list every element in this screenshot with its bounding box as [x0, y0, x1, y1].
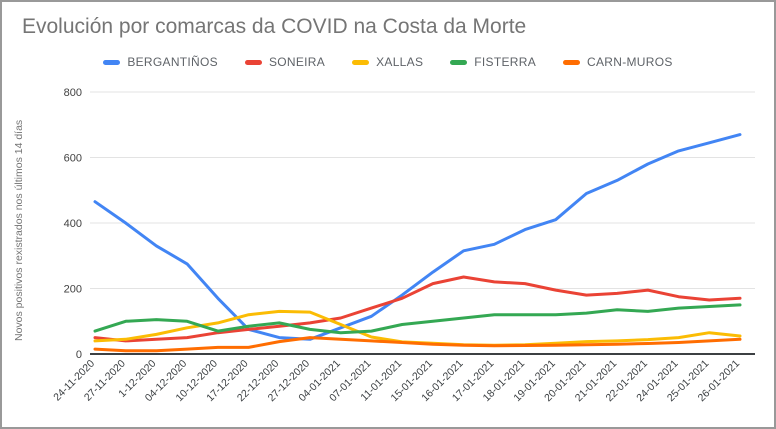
legend-label: XALLAS: [376, 55, 424, 69]
legend-label: BERGANTIÑOS: [127, 55, 218, 69]
legend-swatch-icon: [244, 59, 262, 65]
series-line-fisterra: [93, 303, 742, 335]
y-tick-label: 600: [64, 153, 82, 165]
y-tick-label: 200: [64, 284, 82, 296]
legend-label: CARN-MUROS: [587, 55, 673, 69]
y-tick-label: 0: [76, 349, 82, 361]
legend-item: CARN-MUROS: [563, 55, 673, 69]
series-line-bergantiños: [93, 133, 742, 341]
legend-item: SONEIRA: [244, 55, 326, 69]
series-line-xallas: [93, 309, 742, 347]
legend-item: FISTERRA: [450, 55, 536, 69]
legend-swatch-icon: [352, 59, 370, 65]
series-line-carn-muros: [93, 336, 742, 353]
legend-label: SONEIRA: [268, 55, 326, 69]
legend-swatch-icon: [103, 59, 121, 65]
legend-item: XALLAS: [352, 55, 423, 69]
chart-title: Evolución por comarcas da COVID na Costa…: [22, 15, 527, 38]
legend-swatch-icon: [563, 59, 581, 65]
legend: BERGANTIÑOS SONEIRA XALLAS FISTERRA CARN-MUR…: [2, 54, 774, 70]
legend-label: FISTERRA: [474, 55, 537, 69]
legend-item: BERGANTIÑOS: [103, 55, 218, 69]
y-tick-label: 400: [64, 218, 82, 230]
series-line-soneira: [93, 275, 742, 343]
legend-swatch-icon: [450, 59, 468, 65]
y-tick-label: 800: [64, 87, 82, 99]
